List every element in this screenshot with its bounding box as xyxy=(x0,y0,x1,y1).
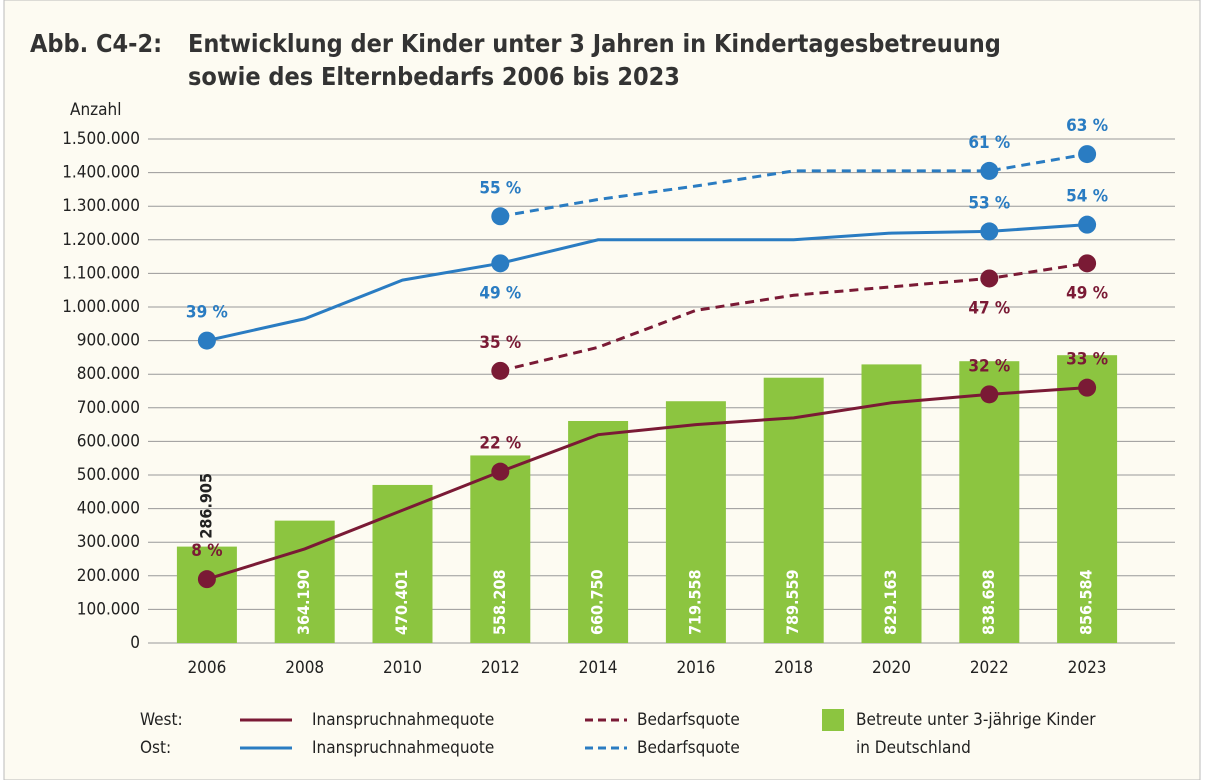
point-label: 61 % xyxy=(968,133,1010,153)
bar-value-label: 838.698 xyxy=(979,569,998,635)
point-label: 63 % xyxy=(1066,116,1108,136)
point-label: 32 % xyxy=(968,356,1010,376)
y-axis-label: Anzahl xyxy=(70,100,122,120)
point-marker xyxy=(491,254,510,273)
x-tick-label: 2006 xyxy=(187,658,226,678)
legend-label: Inanspruchnahmequote xyxy=(312,710,494,730)
bar-value-label: 558.208 xyxy=(490,569,509,635)
chart-title: Entwicklung der Kinder unter 3 Jahren in… xyxy=(188,29,1001,58)
bar xyxy=(763,377,824,643)
point-label: 39 % xyxy=(186,303,228,323)
bar-value-label: 856.584 xyxy=(1077,569,1096,635)
bar-value-label: 660.750 xyxy=(588,569,607,635)
point-marker xyxy=(197,570,216,589)
y-tick-label: 400.000 xyxy=(77,499,140,519)
point-marker xyxy=(1078,254,1097,273)
point-marker xyxy=(1078,378,1097,397)
y-tick-label: 800.000 xyxy=(77,364,140,384)
point-marker xyxy=(980,269,999,288)
point-label: 47 % xyxy=(968,298,1010,318)
point-label: 35 % xyxy=(479,333,521,353)
bar xyxy=(568,420,629,643)
bar xyxy=(861,364,922,643)
y-tick-label: 1.000.000 xyxy=(62,297,140,317)
bar-value-label: 719.558 xyxy=(685,569,704,635)
x-tick-label: 2010 xyxy=(383,658,422,678)
x-tick-label: 2008 xyxy=(285,658,324,678)
x-tick-label: 2020 xyxy=(872,658,911,678)
y-tick-label: 500.000 xyxy=(77,465,140,485)
y-tick-label: 1.100.000 xyxy=(62,263,140,283)
bar-value-label: 829.163 xyxy=(881,569,900,635)
y-tick-label: 600.000 xyxy=(77,431,140,451)
legend-group-label: West: xyxy=(140,710,183,730)
legend-group-label: Ost: xyxy=(140,738,171,758)
point-label: 54 % xyxy=(1066,187,1108,207)
y-tick-label: 200.000 xyxy=(77,566,140,586)
y-tick-label: 700.000 xyxy=(77,398,140,418)
bar-value-label: 470.401 xyxy=(392,569,411,635)
legend-label: Inanspruchnahmequote xyxy=(312,738,494,758)
line xyxy=(206,223,1088,343)
point-marker xyxy=(980,222,999,241)
legend-swatch xyxy=(822,709,844,731)
legend-label: in Deutschland xyxy=(856,738,971,758)
point-marker xyxy=(1078,215,1097,234)
point-label: 49 % xyxy=(479,283,521,303)
point-label: 55 % xyxy=(479,178,521,198)
x-tick-label: 2018 xyxy=(774,658,813,678)
y-tick-label: 1.500.000 xyxy=(62,129,140,149)
point-marker xyxy=(197,331,216,350)
legend-label: Betreute unter 3-jährige Kinder xyxy=(856,710,1096,730)
y-tick-label: 0 xyxy=(130,633,140,653)
bar xyxy=(959,361,1020,643)
bar-value-label: 286.905 xyxy=(196,473,215,539)
legend-label: Bedarfsquote xyxy=(637,710,740,730)
line xyxy=(206,386,1088,581)
point-marker xyxy=(491,361,510,380)
point-label: 33 % xyxy=(1066,350,1108,370)
x-tick-label: 2014 xyxy=(579,658,618,678)
x-tick-label: 2016 xyxy=(676,658,715,678)
y-tick-label: 1.400.000 xyxy=(62,163,140,183)
y-tick-label: 300.000 xyxy=(77,532,140,552)
x-tick-label: 2012 xyxy=(481,658,520,678)
point-marker xyxy=(980,385,999,404)
point-marker xyxy=(1078,145,1097,164)
y-tick-label: 900.000 xyxy=(77,331,140,351)
bar-value-label: 789.559 xyxy=(783,569,802,635)
point-label: 8 % xyxy=(191,541,222,561)
x-tick-label: 2022 xyxy=(970,658,1009,678)
point-marker xyxy=(491,207,510,226)
legend-label: Bedarfsquote xyxy=(637,738,740,758)
bar xyxy=(470,455,531,643)
point-label: 49 % xyxy=(1066,283,1108,303)
y-tick-label: 1.200.000 xyxy=(62,230,140,250)
y-tick-label: 100.000 xyxy=(77,599,140,619)
bar-value-label: 364.190 xyxy=(294,569,313,635)
point-label: 22 % xyxy=(479,434,521,454)
chart-title: sowie des Elternbedarfs 2006 bis 2023 xyxy=(188,62,680,91)
x-tick-label: 2023 xyxy=(1068,658,1107,678)
bar xyxy=(665,401,726,643)
point-marker xyxy=(980,161,999,180)
figure-label: Abb. C4-2: xyxy=(30,29,162,58)
y-tick-label: 1.300.000 xyxy=(62,196,140,216)
bar xyxy=(176,546,237,643)
point-label: 53 % xyxy=(968,193,1010,213)
point-marker xyxy=(491,462,510,481)
bar xyxy=(1057,355,1118,643)
